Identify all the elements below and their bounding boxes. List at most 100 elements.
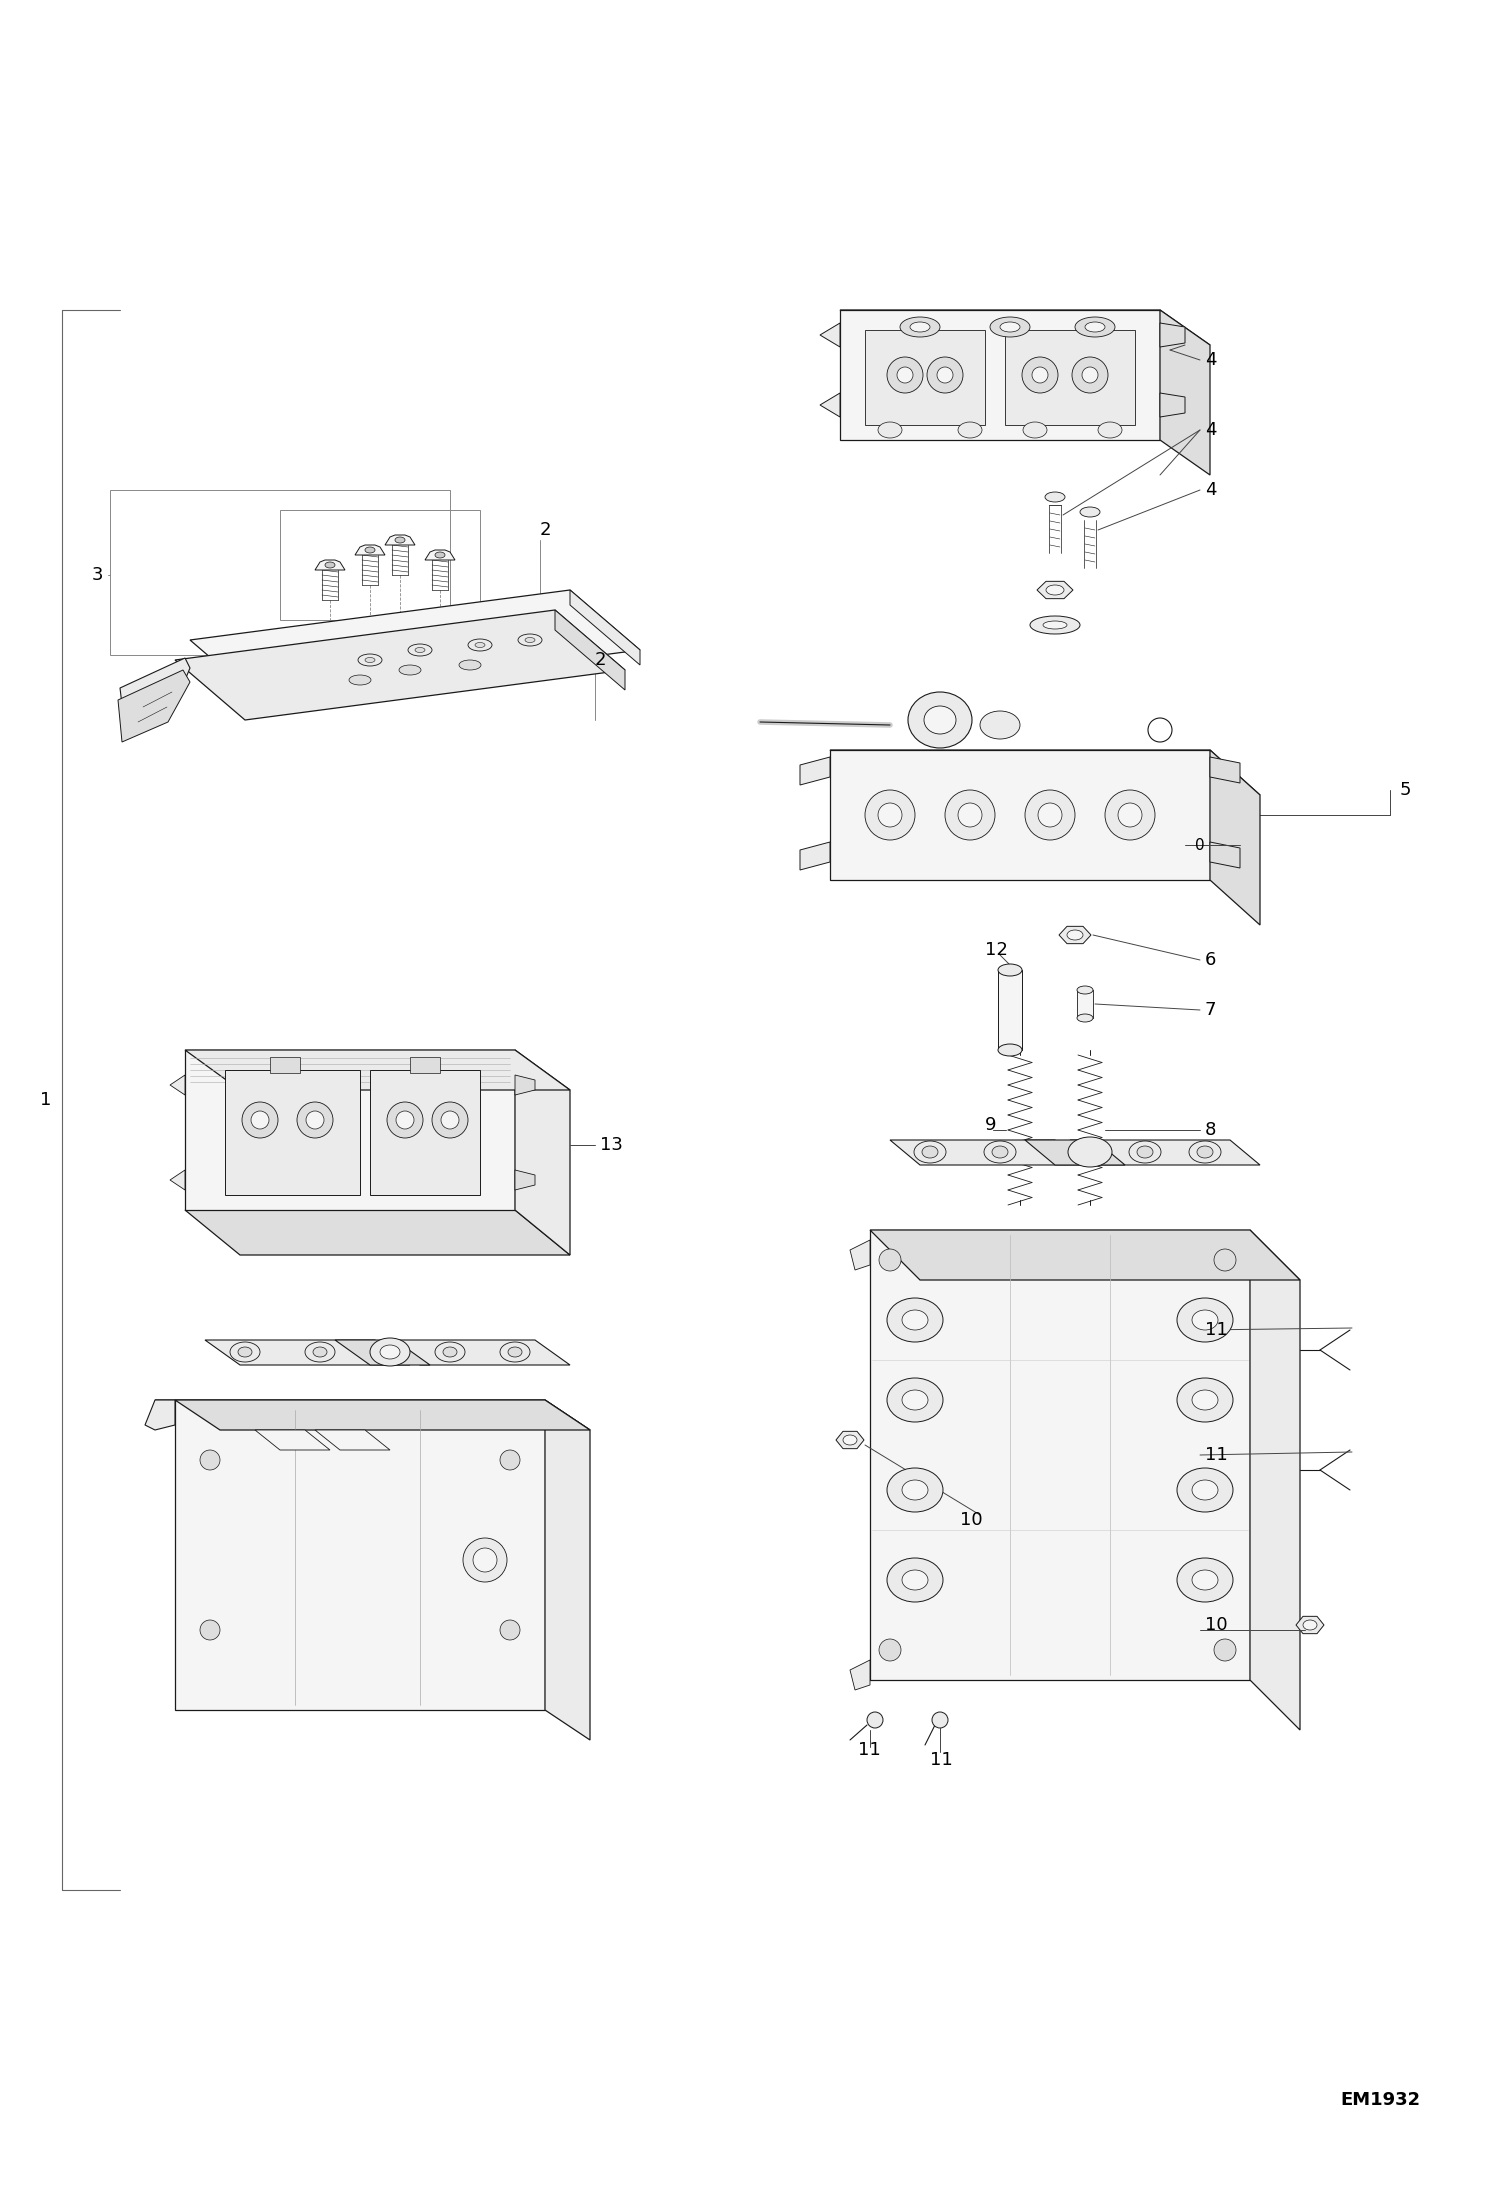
Polygon shape (385, 535, 415, 544)
Polygon shape (554, 610, 625, 689)
Ellipse shape (1192, 1481, 1218, 1501)
Bar (998, 970, 1022, 1051)
Polygon shape (1037, 581, 1073, 599)
Polygon shape (819, 323, 840, 347)
Ellipse shape (980, 711, 1020, 739)
Polygon shape (1005, 329, 1135, 426)
Polygon shape (1249, 1231, 1300, 1731)
Ellipse shape (1082, 366, 1098, 384)
Ellipse shape (927, 358, 963, 393)
Ellipse shape (434, 553, 445, 557)
Polygon shape (819, 393, 840, 417)
Text: 10: 10 (1204, 1617, 1228, 1635)
Ellipse shape (1077, 1014, 1094, 1022)
Polygon shape (120, 658, 190, 731)
Ellipse shape (1080, 507, 1100, 518)
Text: 4: 4 (1204, 480, 1216, 498)
Ellipse shape (1001, 323, 1020, 331)
Ellipse shape (1197, 1145, 1213, 1158)
Text: 3: 3 (91, 566, 103, 584)
Ellipse shape (306, 1110, 324, 1130)
Ellipse shape (879, 1248, 900, 1270)
Ellipse shape (887, 1299, 944, 1343)
Ellipse shape (992, 1145, 1008, 1158)
Text: 1: 1 (40, 1090, 51, 1108)
Polygon shape (1296, 1617, 1324, 1635)
Ellipse shape (407, 645, 431, 656)
Text: 6: 6 (1204, 950, 1216, 970)
Ellipse shape (431, 1101, 467, 1139)
Polygon shape (1059, 926, 1091, 943)
Ellipse shape (1098, 421, 1122, 439)
Ellipse shape (473, 1549, 497, 1571)
Ellipse shape (959, 421, 983, 439)
Ellipse shape (897, 366, 912, 384)
Ellipse shape (325, 562, 336, 568)
Ellipse shape (415, 647, 425, 652)
Bar (270, 1058, 300, 1073)
Ellipse shape (909, 323, 930, 331)
Polygon shape (1070, 1141, 1260, 1165)
Ellipse shape (1129, 1141, 1161, 1163)
Polygon shape (175, 610, 625, 720)
Ellipse shape (440, 1110, 458, 1130)
Ellipse shape (1213, 1248, 1236, 1270)
Ellipse shape (500, 1619, 520, 1639)
Ellipse shape (887, 1558, 944, 1602)
Text: 11: 11 (1204, 1321, 1228, 1338)
Polygon shape (830, 750, 1210, 880)
Polygon shape (175, 1400, 590, 1430)
Polygon shape (571, 590, 640, 665)
Ellipse shape (238, 1347, 252, 1358)
Ellipse shape (1046, 586, 1064, 595)
Ellipse shape (887, 1378, 944, 1422)
Ellipse shape (914, 1141, 947, 1163)
Polygon shape (336, 1341, 430, 1365)
Polygon shape (145, 1400, 175, 1430)
Ellipse shape (938, 366, 953, 384)
Ellipse shape (243, 1101, 279, 1139)
Polygon shape (515, 1051, 571, 1255)
Ellipse shape (1046, 491, 1065, 502)
Ellipse shape (1025, 790, 1076, 840)
Polygon shape (385, 1341, 571, 1365)
Ellipse shape (959, 803, 983, 827)
Text: 12: 12 (986, 941, 1008, 959)
Text: 0: 0 (1195, 838, 1204, 853)
Polygon shape (840, 309, 1210, 344)
Polygon shape (515, 1075, 535, 1095)
Ellipse shape (380, 1345, 400, 1358)
Ellipse shape (1189, 1141, 1221, 1163)
Ellipse shape (386, 1101, 422, 1139)
Ellipse shape (395, 1110, 413, 1130)
Polygon shape (425, 551, 455, 559)
Ellipse shape (201, 1450, 220, 1470)
Ellipse shape (945, 790, 995, 840)
Ellipse shape (908, 691, 972, 748)
Polygon shape (315, 559, 345, 570)
Bar (1077, 989, 1094, 1018)
Bar (280, 509, 479, 621)
Ellipse shape (878, 803, 902, 827)
Ellipse shape (398, 665, 421, 676)
Ellipse shape (887, 358, 923, 393)
Ellipse shape (1085, 323, 1106, 331)
Text: 9: 9 (986, 1117, 996, 1134)
Ellipse shape (395, 538, 404, 542)
Text: 4: 4 (1204, 421, 1216, 439)
Text: 2: 2 (595, 652, 607, 669)
Polygon shape (184, 1051, 515, 1211)
Ellipse shape (843, 1435, 857, 1446)
Ellipse shape (458, 660, 481, 669)
Ellipse shape (313, 1347, 327, 1358)
Ellipse shape (1038, 803, 1062, 827)
Polygon shape (840, 309, 1159, 441)
Text: 13: 13 (601, 1136, 623, 1154)
Ellipse shape (306, 1343, 336, 1362)
Polygon shape (169, 1075, 184, 1095)
Text: 2: 2 (539, 520, 551, 540)
Ellipse shape (879, 1639, 900, 1661)
Ellipse shape (1032, 366, 1049, 384)
Text: 11: 11 (1204, 1446, 1228, 1463)
Ellipse shape (1106, 790, 1155, 840)
